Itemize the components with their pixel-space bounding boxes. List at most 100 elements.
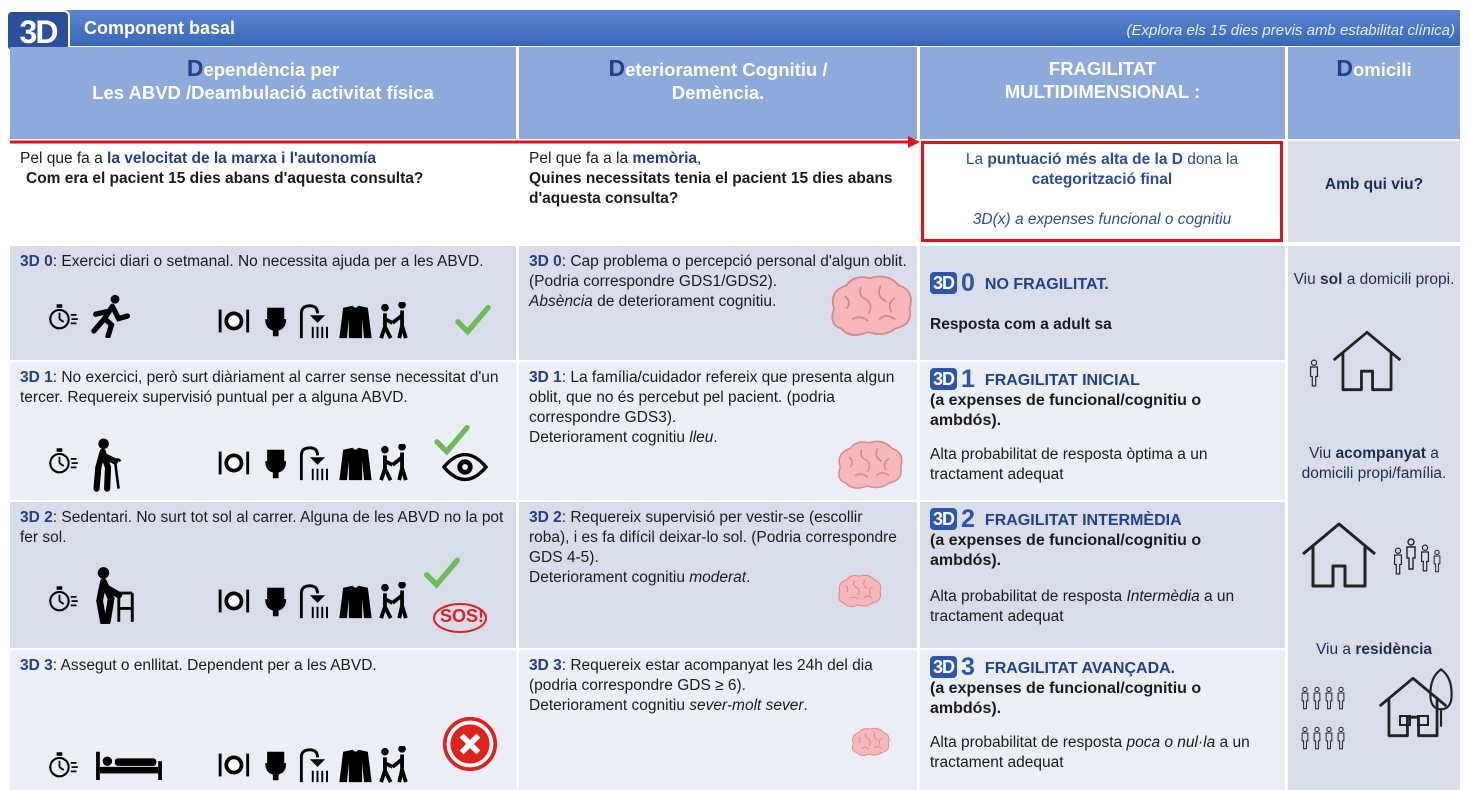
text: a un tractament adequat [930, 588, 1235, 625]
text: lleu [689, 429, 714, 446]
text: Alta probabilitat de resposta [930, 734, 1127, 751]
graphic [838, 574, 882, 607]
cognitive-cell: 3D 1: La família/cuidador refereix que p… [519, 362, 917, 500]
graphic [1301, 726, 1309, 750]
graphic [49, 447, 79, 474]
text: residència [1355, 641, 1433, 658]
graphic [49, 585, 79, 612]
text: : Requereix supervisió per vestir-se (es… [529, 509, 897, 566]
icons [1301, 330, 1453, 750]
logo: 3D [6, 10, 70, 52]
text: Pel que fa a la [529, 150, 633, 167]
header-line: FRAGILITAT [1048, 58, 1157, 79]
frailty-title: NO FRAGILITAT. [984, 276, 1109, 293]
text: : Exercici diari o setmanal. No necessit… [52, 253, 484, 270]
graphic [97, 438, 121, 488]
text: : Sedentari. No surt tot sol al carrer. … [20, 509, 504, 546]
graphic [1433, 549, 1441, 573]
text: (a expenses de funcional/cognitiu o ambd… [930, 680, 1202, 717]
frailty-title: FRAGILITAT INTERMÈDIA [984, 512, 1182, 529]
text: Absència [529, 293, 593, 310]
graphic [437, 428, 467, 452]
level-label: 3D 2 [529, 509, 562, 526]
graphic [1301, 686, 1309, 710]
home-text: Viu acompanyat a domicili propi/família. [1288, 444, 1460, 484]
graphic [908, 136, 920, 148]
column-header: FRAGILITAT MULTIDIMENSIONAL : [920, 47, 1285, 139]
text: la velocitat de la marxa i l'autonomía [107, 150, 377, 167]
graphic [1393, 547, 1403, 575]
column-header: Dependència per Les ABVD /Deambulació act… [10, 47, 516, 139]
graphic [1429, 668, 1453, 728]
level-label: 3D 1 [20, 369, 53, 386]
text: Quines necessitats tenia el pacient 15 d… [529, 170, 893, 207]
graphic [1406, 538, 1416, 570]
text: : Cap problema o percepció personal d'al… [529, 253, 907, 290]
text: sever-molt sever [689, 697, 804, 714]
frailty-title: FRAGILITAT AVANÇADA. [984, 660, 1176, 677]
text: acompanyat [1335, 445, 1426, 462]
graphic [851, 727, 890, 756]
question-cell: Pel que fa a la memòria, Quines necessita… [519, 141, 917, 242]
text: Pel que fa a [20, 150, 108, 167]
graphic [1313, 686, 1321, 710]
level-label: 3D 3 [20, 657, 53, 674]
graphic [1313, 726, 1321, 750]
text: : Assegut o enllitat. Dependent per a le… [52, 657, 377, 674]
text: (a expenses de funcional/cognitiu o ambd… [930, 392, 1202, 429]
text: 3D(x) a expenses funcional o cognitiu [972, 211, 1232, 228]
graphic [1332, 330, 1402, 392]
graphic [442, 452, 488, 482]
graphic [1337, 686, 1345, 710]
text: categorització final [1031, 171, 1173, 188]
text: puntuació més alta de la D [987, 151, 1183, 168]
graphic [427, 560, 458, 584]
column-header: Domicili [1288, 47, 1460, 139]
graphic [49, 303, 79, 330]
text: Alta probabilitat de resposta poca o nul… [930, 733, 1275, 773]
header-note: (Explora els 15 dies previs amb estabili… [1126, 22, 1455, 39]
text: Viu [1293, 271, 1321, 288]
frailty-cell: 3D 0 NO FRAGILITAT. Resposta com a adult sa [920, 246, 1285, 360]
text: memòria [632, 150, 698, 167]
level-label: 3D 1 [529, 369, 562, 386]
text: poca o nul·la [1126, 734, 1216, 751]
text: Viu a [1315, 641, 1356, 658]
cognitive-cell: 3D 2: Requereix supervisió per vestir-se… [519, 502, 917, 648]
header-line: MULTIDIMENSIONAL : [1004, 81, 1201, 102]
graphic [216, 302, 408, 340]
graphic [1337, 726, 1345, 750]
graphic [445, 719, 495, 769]
text: moderat [689, 569, 747, 586]
graphic [1309, 359, 1319, 387]
header-line: ependència per [203, 59, 340, 80]
question-cell: Pel que fa a la velocitat de la marxa i … [10, 141, 516, 242]
home-text: Viu sol a domicili propi. [1288, 270, 1460, 290]
header-line: omicili [1353, 59, 1412, 80]
sos-badge: SOS! [440, 606, 485, 626]
graphic [1378, 676, 1448, 738]
text: : No exercici, però surt diàriament al c… [20, 369, 499, 406]
graphic [1325, 726, 1333, 750]
functional-cell: 3D 2: Sedentari. No surt tot sol al carr… [10, 502, 516, 648]
level-label: 3D 3 [529, 657, 562, 674]
graphic [458, 308, 488, 332]
functional-cell: 3D 0: Exercici diari o setmanal. No nece… [10, 246, 516, 360]
frailty-title: FRAGILITAT INICIAL [984, 372, 1140, 389]
header-line: Les ABVD /Deambulació activitat física [92, 82, 434, 103]
graphic [98, 567, 133, 622]
text: Viu [1309, 445, 1336, 462]
initial: D [186, 55, 204, 81]
text: (a expenses de funcional/cognitiu o ambd… [930, 532, 1202, 569]
initial: D [608, 55, 626, 81]
level-number: 3 [961, 653, 975, 681]
text: de deteriorament cognitiu. [592, 293, 777, 310]
level-label: 3D 2 [20, 509, 53, 526]
question-cell: La puntuació més alta de la D dona la ca… [921, 141, 1283, 242]
text: Deteriorament cognitiu [529, 429, 690, 446]
frailty-cell: 3D 3 FRAGILITAT AVANÇADA. (a expenses de fu… [920, 650, 1285, 790]
text: Alta probabilitat de resposta Intermèdia… [930, 587, 1275, 627]
text: , [697, 150, 702, 167]
